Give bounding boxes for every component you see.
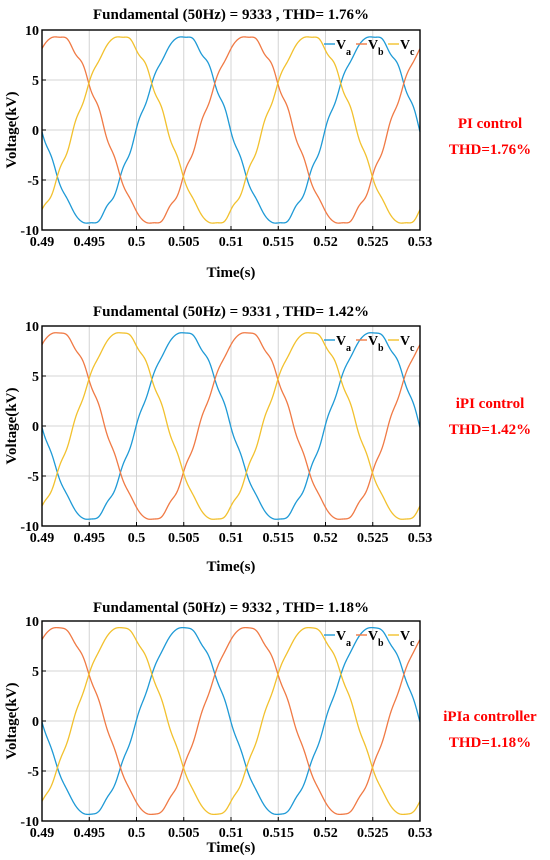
legend-label: V — [400, 334, 410, 349]
legend-label: V — [368, 38, 378, 53]
x-tick-label: 0.52 — [313, 235, 338, 250]
x-tick-label: 0.525 — [357, 531, 389, 546]
y-axis-label: Voltage(kV) — [4, 683, 20, 760]
x-tick-label: 0.515 — [263, 826, 295, 841]
y-tick-label: 0 — [32, 420, 39, 435]
x-tick-label: 0.515 — [263, 531, 295, 546]
series-line-va — [41, 36, 421, 224]
x-tick-label: 0.495 — [74, 235, 106, 250]
y-tick-label: 0 — [32, 715, 39, 730]
chart-title: Fundamental (50Hz) = 9332 , THD= 1.18% — [93, 600, 369, 616]
x-tick-label: 0.5 — [128, 826, 146, 841]
series-line-vb — [41, 626, 421, 816]
x-tick-label: 0.53 — [408, 826, 433, 841]
controller-name: iPIa controller — [443, 709, 537, 725]
y-tick-label: -10 — [20, 815, 39, 830]
x-tick-label: 0.52 — [313, 531, 338, 546]
x-tick-label: 0.51 — [219, 235, 244, 250]
x-axis-label: Time(s) — [207, 840, 256, 856]
legend-subscript: b — [378, 47, 384, 58]
x-tick-label: 0.495 — [74, 531, 106, 546]
x-tick-label: 0.525 — [357, 826, 389, 841]
series-line-vc — [41, 332, 421, 520]
x-tick-label: 0.53 — [408, 531, 433, 546]
y-tick-label: 10 — [25, 24, 39, 39]
y-tick-label: 5 — [32, 74, 39, 89]
series-line-vb — [41, 36, 421, 224]
legend-label: V — [336, 629, 346, 644]
series-line-vc — [41, 36, 421, 224]
x-tick-label: 0.505 — [168, 826, 200, 841]
thd-annotation: THD=1.42% — [449, 422, 531, 438]
x-tick-label: 0.49 — [30, 826, 55, 841]
x-tick-label: 0.505 — [168, 235, 200, 250]
legend-subscript: a — [346, 47, 351, 58]
chart-title: Fundamental (50Hz) = 9331 , THD= 1.42% — [93, 304, 369, 320]
x-tick-label: 0.505 — [168, 531, 200, 546]
controller-name: PI control — [458, 116, 522, 132]
chart-title: Fundamental (50Hz) = 9333 , THD= 1.76% — [93, 7, 369, 23]
legend-label: V — [400, 38, 410, 53]
x-tick-label: 0.52 — [313, 826, 338, 841]
series-line-va — [41, 626, 421, 816]
y-tick-label: 5 — [32, 370, 39, 385]
y-axis-label: Voltage(kV) — [4, 388, 20, 465]
y-tick-label: -5 — [27, 470, 39, 485]
x-tick-label: 0.5 — [128, 235, 146, 250]
y-tick-label: -5 — [27, 174, 39, 189]
legend-subscript: c — [410, 47, 415, 58]
legend-subscript: b — [378, 343, 384, 354]
y-tick-label: -10 — [20, 224, 39, 239]
y-tick-label: 0 — [32, 124, 39, 139]
legend-label: V — [336, 38, 346, 53]
y-tick-label: -10 — [20, 520, 39, 535]
legend-subscript: c — [410, 343, 415, 354]
series-line-va — [41, 332, 421, 520]
x-axis-label: Time(s) — [207, 265, 256, 281]
chart-panel-3: Fundamental (50Hz) = 9332 , THD= 1.18% 0.… — [4, 600, 537, 856]
y-tick-label: 10 — [25, 615, 39, 630]
x-tick-label: 0.495 — [74, 826, 106, 841]
x-tick-label: 0.51 — [219, 531, 244, 546]
legend-subscript: a — [346, 638, 351, 649]
series-line-vb — [41, 332, 421, 520]
y-tick-label: 10 — [25, 320, 39, 335]
thd-annotation: THD=1.76% — [449, 142, 531, 158]
y-tick-label: -5 — [27, 765, 39, 780]
legend-label: V — [368, 334, 378, 349]
legend-subscript: b — [378, 638, 384, 649]
legend-label: V — [336, 334, 346, 349]
thd-annotation: THD=1.18% — [449, 735, 531, 751]
legend-subscript: a — [346, 343, 351, 354]
legend-label: V — [400, 629, 410, 644]
x-axis-label: Time(s) — [207, 559, 256, 575]
legend-label: V — [368, 629, 378, 644]
x-tick-label: 0.515 — [263, 235, 295, 250]
x-tick-label: 0.525 — [357, 235, 389, 250]
chart-panel-2: Fundamental (50Hz) = 9331 , THD= 1.42% 0.… — [4, 304, 531, 575]
chart-panel-1: Fundamental (50Hz) = 9333 , THD= 1.76% 0.… — [4, 7, 531, 281]
x-tick-label: 0.53 — [408, 235, 433, 250]
x-tick-label: 0.51 — [219, 826, 244, 841]
y-tick-label: 5 — [32, 665, 39, 680]
x-tick-label: 0.5 — [128, 531, 146, 546]
legend-subscript: c — [410, 638, 415, 649]
y-axis-label: Voltage(kV) — [4, 92, 20, 169]
series-line-vc — [41, 626, 421, 816]
x-tick-label: 0.49 — [30, 235, 55, 250]
x-tick-label: 0.49 — [30, 531, 55, 546]
controller-name: iPI control — [456, 396, 524, 412]
